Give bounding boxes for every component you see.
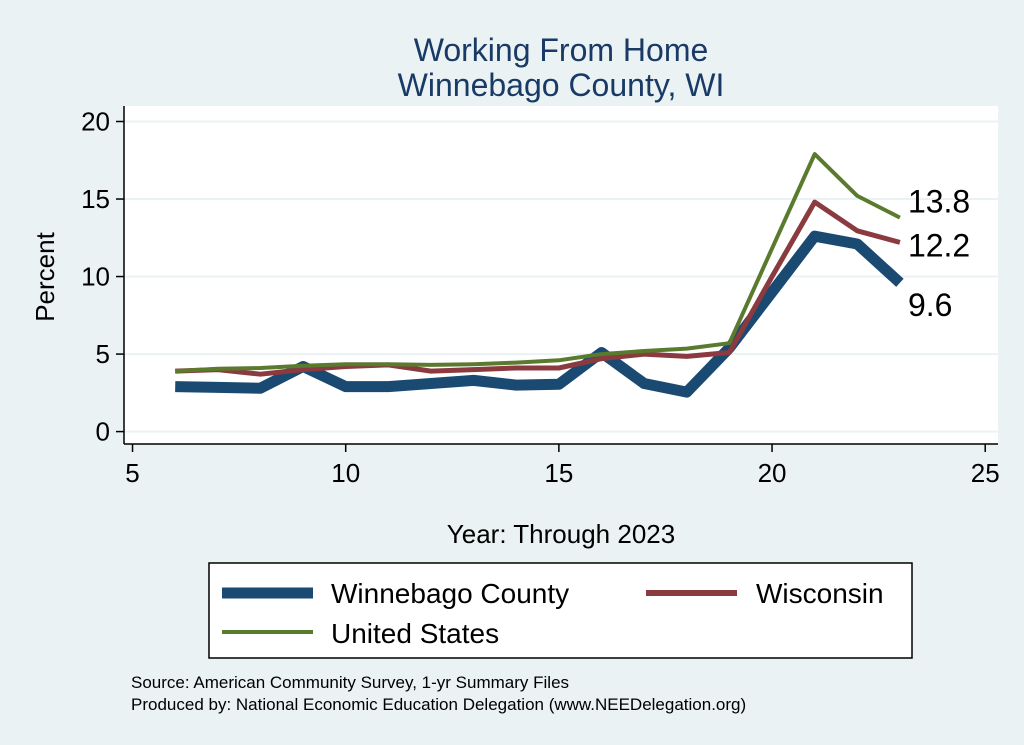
x-tick-label-5: 5 bbox=[125, 458, 139, 488]
y-axis-label: Percent bbox=[30, 231, 60, 321]
legend-label-winnebago: Winnebago County bbox=[331, 578, 569, 609]
gridlines bbox=[124, 120, 998, 433]
legend-label-wisconsin: Wisconsin bbox=[756, 578, 884, 609]
x-tick-label-20: 20 bbox=[758, 458, 787, 488]
series-lines bbox=[175, 152, 904, 398]
x-tick-label-10: 10 bbox=[331, 458, 360, 488]
x-axis-label: Year: Through 2023 bbox=[447, 519, 675, 549]
end-label-wisconsin: 12.2 bbox=[908, 227, 970, 263]
legend-box bbox=[208, 562, 913, 659]
x-tick-label-15: 15 bbox=[544, 458, 573, 488]
legend: Winnebago County Wisconsin United States bbox=[208, 562, 913, 659]
legend-label-united-states: United States bbox=[331, 618, 499, 649]
chart-title-line-2: Winnebago County, WI bbox=[398, 67, 725, 103]
end-label-united-states: 13.8 bbox=[908, 184, 970, 220]
x-tick-label-25: 25 bbox=[971, 458, 1000, 488]
end-labels: 9.6 12.2 13.8 bbox=[908, 184, 970, 323]
y-tick-label-5: 5 bbox=[96, 339, 110, 369]
source-note: Source: American Community Survey, 1-yr … bbox=[131, 673, 569, 692]
y-tick-label-20: 20 bbox=[81, 107, 110, 137]
series-line-united-states bbox=[175, 152, 901, 374]
series-line-wisconsin bbox=[175, 199, 901, 377]
produced-by-note: Produced by: National Economic Education… bbox=[131, 695, 746, 714]
chart-title-line-1: Working From Home bbox=[414, 32, 709, 68]
end-label-winnebago: 9.6 bbox=[908, 287, 952, 323]
y-tick-label-15: 15 bbox=[81, 184, 110, 214]
y-tick-label-0: 0 bbox=[96, 417, 110, 447]
y-tick-label-10: 10 bbox=[81, 262, 110, 292]
